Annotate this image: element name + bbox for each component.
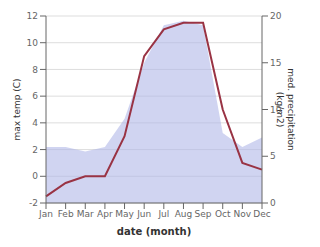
svg-text:20: 20 — [270, 11, 282, 21]
svg-text:May: May — [115, 209, 134, 219]
svg-text:-2: -2 — [29, 198, 38, 208]
svg-text:0: 0 — [270, 198, 276, 208]
svg-text:Dec: Dec — [253, 209, 270, 219]
svg-text:10: 10 — [270, 105, 282, 115]
svg-text:Apr: Apr — [97, 209, 113, 219]
svg-text:Nov: Nov — [234, 209, 252, 219]
svg-text:Mar: Mar — [77, 209, 94, 219]
svg-text:2: 2 — [32, 145, 38, 155]
svg-text:15: 15 — [270, 58, 281, 68]
svg-text:Oct: Oct — [215, 209, 231, 219]
svg-text:4: 4 — [32, 118, 38, 128]
svg-text:Feb: Feb — [58, 209, 74, 219]
svg-text:Jul: Jul — [157, 209, 169, 219]
svg-text:5: 5 — [270, 151, 276, 161]
svg-text:max temp (C): max temp (C) — [12, 78, 22, 140]
svg-text:0: 0 — [32, 171, 38, 181]
svg-text:Jun: Jun — [136, 209, 151, 219]
svg-text:6: 6 — [32, 91, 38, 101]
svg-text:date (month): date (month) — [117, 226, 191, 237]
svg-text:Jan: Jan — [38, 209, 53, 219]
svg-text:Aug: Aug — [175, 209, 193, 219]
svg-text:Sep: Sep — [195, 209, 212, 219]
svg-text:10: 10 — [27, 38, 39, 48]
svg-text:12: 12 — [27, 11, 38, 21]
svg-text:8: 8 — [32, 65, 38, 75]
